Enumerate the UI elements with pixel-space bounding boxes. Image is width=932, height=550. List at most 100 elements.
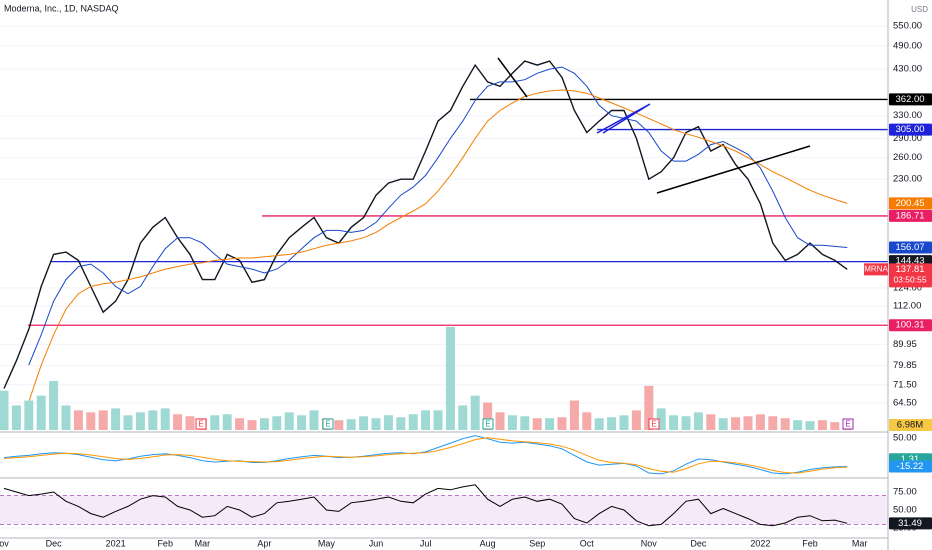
volume-bar bbox=[222, 414, 232, 430]
volume-bar bbox=[557, 417, 567, 430]
y-tick-label: 71.50 bbox=[893, 379, 917, 390]
volume-bar bbox=[61, 405, 71, 430]
price-badge-label: 186.71 bbox=[895, 210, 924, 221]
volume-bar bbox=[235, 418, 245, 430]
y-tick-label: 89.95 bbox=[893, 339, 917, 350]
y-tick-label: 260.00 bbox=[893, 152, 922, 163]
volume-bar bbox=[309, 410, 319, 430]
volume-bar bbox=[731, 417, 741, 430]
y-tick-label: 50.00 bbox=[893, 504, 917, 515]
volume-bar bbox=[458, 405, 468, 430]
symbol-label: MRNA bbox=[864, 264, 888, 273]
volume-bar bbox=[755, 414, 765, 430]
volume-bar bbox=[334, 420, 344, 430]
volume-bar bbox=[98, 410, 108, 430]
y-tick-label: 430.00 bbox=[893, 64, 922, 75]
volume-bar bbox=[346, 419, 356, 430]
volume-bar bbox=[594, 418, 604, 430]
price-badge bbox=[889, 241, 932, 254]
y-tick-label: 550.00 bbox=[893, 20, 922, 31]
volume-bar bbox=[123, 415, 133, 430]
trend-line bbox=[596, 103, 651, 134]
x-tick-label: Dec bbox=[46, 538, 63, 548]
volume-bar bbox=[160, 408, 170, 430]
y-tick-label: 50.00 bbox=[893, 432, 917, 443]
volume-bar bbox=[644, 385, 654, 430]
x-tick-label: Jun bbox=[369, 538, 384, 548]
chart-title: Moderna, Inc., 1D, NASDAQ bbox=[4, 3, 119, 13]
volume-bar bbox=[185, 416, 195, 430]
volume-bar bbox=[433, 410, 443, 430]
countdown: 03:50:55 bbox=[893, 275, 926, 285]
symbol-badge bbox=[864, 263, 888, 276]
y-tick-label: 79.85 bbox=[893, 360, 917, 371]
volume-bar bbox=[706, 414, 716, 430]
y-tick-label: 330.00 bbox=[893, 110, 922, 121]
price-badge-label: 137.81 bbox=[895, 264, 924, 275]
earnings-label: E bbox=[198, 420, 203, 429]
earnings-label: E bbox=[845, 420, 850, 429]
volume-bar bbox=[0, 390, 9, 430]
volume-bar bbox=[520, 416, 530, 430]
x-tick-label: 2022 bbox=[750, 538, 770, 548]
y-tick-label: 124.00 bbox=[893, 282, 922, 293]
series-line bbox=[28, 66, 848, 366]
volume-bar bbox=[545, 418, 555, 430]
x-tick-label: Feb bbox=[802, 538, 818, 548]
volume-bar bbox=[507, 415, 517, 430]
volume-bar bbox=[297, 415, 307, 430]
x-tick-label: Feb bbox=[157, 538, 173, 548]
volume-bar bbox=[532, 418, 542, 430]
x-tick-label: Apr bbox=[257, 538, 271, 548]
volume-bar bbox=[421, 410, 431, 430]
x-tick-label: Jul bbox=[420, 538, 432, 548]
trend-line bbox=[497, 57, 528, 98]
axis: 550.00 490.00 430.00 330.00 290.00 260.00 230.… bbox=[0, 20, 932, 548]
x-tick-label: May bbox=[318, 538, 336, 548]
volume-bar bbox=[24, 400, 34, 430]
volume-bar bbox=[607, 417, 617, 430]
volume-bar bbox=[743, 416, 753, 430]
volume-bar bbox=[619, 415, 629, 430]
volume-bar bbox=[445, 326, 455, 430]
volume-bar bbox=[148, 410, 158, 430]
volume-badge-label: 6.98M bbox=[897, 420, 923, 431]
price-badge-label: 362.00 bbox=[895, 94, 924, 105]
grid bbox=[0, 25, 888, 529]
volume-bar bbox=[631, 410, 641, 430]
price-badge-label: 305.00 bbox=[895, 124, 924, 135]
currency: USD bbox=[911, 5, 928, 14]
y-tick-label: 490.00 bbox=[893, 41, 922, 52]
volume-bar bbox=[681, 416, 691, 430]
volume-badge bbox=[889, 419, 932, 431]
x-tick-label: Oct bbox=[580, 538, 595, 548]
x-tick-label: 2021 bbox=[106, 538, 126, 548]
series-line bbox=[3, 60, 848, 389]
volume-bar bbox=[669, 415, 679, 430]
volume-bar bbox=[408, 414, 418, 430]
price-badge-label: -15.22 bbox=[897, 461, 924, 472]
volume-bar bbox=[36, 395, 46, 430]
price-badge bbox=[889, 197, 932, 210]
x-tick-label: Aug bbox=[480, 538, 496, 548]
price-badge bbox=[889, 319, 932, 332]
volume-bar bbox=[470, 395, 480, 430]
volume-bar bbox=[483, 402, 493, 430]
volume-bar bbox=[86, 412, 96, 430]
earnings-label: E bbox=[485, 420, 490, 429]
volume-bar bbox=[805, 421, 815, 430]
x-tick-label: Nov bbox=[641, 538, 658, 548]
x-tick-label: Mar bbox=[195, 538, 211, 548]
volume-bar bbox=[135, 412, 145, 430]
earnings-markers: E E E E E bbox=[195, 418, 854, 430]
price-badge-label: 31.49 bbox=[898, 518, 922, 529]
volume-bar bbox=[830, 422, 840, 430]
series-line bbox=[3, 437, 848, 474]
price-badge-label: 100.31 bbox=[895, 320, 924, 331]
series-line bbox=[3, 435, 848, 475]
price-badge bbox=[889, 123, 932, 136]
volume-bar bbox=[495, 412, 505, 430]
volume-bar bbox=[718, 418, 728, 430]
volume-bar bbox=[693, 412, 703, 430]
